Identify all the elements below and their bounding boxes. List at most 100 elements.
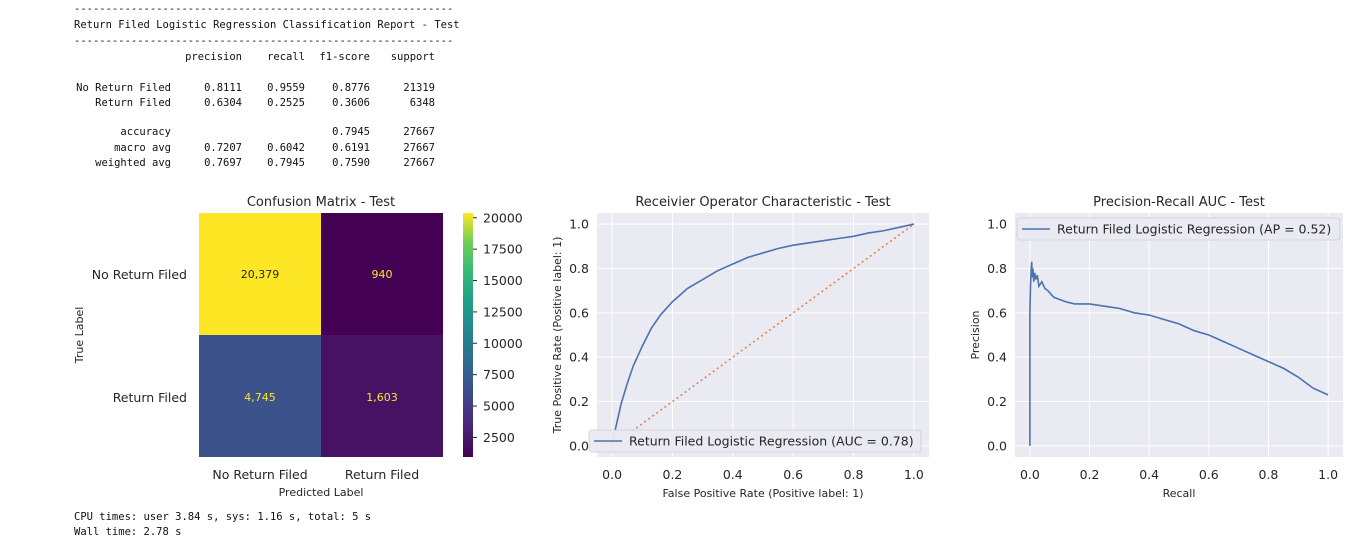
roc-xaxis-title: False Positive Rate (Positive label: 1) [662, 487, 863, 500]
cm-value-fp: 940 [372, 268, 393, 281]
y-tick-label: 0.0 [987, 438, 1007, 453]
report-cell: 27667 [403, 142, 435, 154]
roc-chart: Receivier Operator Characteristic - Test… [551, 195, 929, 500]
report-rule-bottom: ----------------------------------------… [74, 35, 454, 47]
report-cell: 0.2525 [267, 97, 305, 109]
cm-xlabel-col-2: Return Filed [345, 467, 419, 482]
report-header-f1: f1-score [319, 51, 370, 63]
cm-cell-fp [321, 213, 443, 335]
colorbar-tick-label: 10000 [483, 336, 523, 351]
x-tick-label: 0.6 [783, 467, 803, 482]
y-tick-label: 0.2 [987, 394, 1007, 409]
roc-ticks: 0.0 0.2 0.4 0.6 0.8 1.0 0.0 0.2 0.4 0.6 0.8 1.0 [569, 217, 924, 482]
cm-xlabel-col-1: No Return Filed [212, 467, 307, 482]
roc-yaxis-title: True Positive Rate (Positive label: 1) [551, 237, 564, 435]
pr-title: Precision-Recall AUC - Test [1093, 195, 1265, 210]
pr-legend-label: Return Filed Logistic Regression (AP = 0… [1057, 222, 1331, 237]
colorbar-tick-label: 15000 [483, 273, 523, 288]
report-cell: 0.9559 [267, 82, 305, 94]
colorbar-tick-label: 5000 [483, 399, 515, 414]
cm-cell-tp [321, 335, 443, 457]
report-cell: 21319 [403, 82, 435, 94]
pr-legend-box [1016, 217, 1341, 241]
cm-cell-tn [199, 213, 321, 335]
cm-value-tp: 1,603 [366, 391, 398, 404]
x-tick-label: 0.6 [1199, 467, 1219, 482]
y-tick-label: 0.6 [569, 305, 589, 320]
cm-ylabel-row-1: No Return Filed [92, 267, 187, 282]
report-cell: 0.7945 [267, 157, 305, 169]
pr-plot-area [1015, 213, 1343, 457]
colorbar-tick-label: 12500 [483, 304, 523, 319]
roc-legend-box [588, 429, 922, 453]
report-rule-top: ----------------------------------------… [74, 3, 454, 15]
report-row-label: Return Filed [95, 97, 171, 109]
colorbar-tick-label: 17500 [483, 242, 523, 257]
roc-title: Receivier Operator Characteristic - Test [635, 195, 890, 210]
x-tick-label: 0.0 [602, 467, 622, 482]
x-tick-label: 0.8 [1259, 467, 1279, 482]
cpu-times: CPU times: user 3.84 s, sys: 1.16 s, tot… [74, 511, 372, 523]
x-tick-label: 0.2 [663, 467, 683, 482]
y-tick-label: 0.8 [987, 261, 1007, 276]
report-cell: 0.7697 [204, 157, 242, 169]
x-tick-label: 1.0 [904, 467, 924, 482]
report-cell: 6348 [409, 97, 435, 109]
pr-yaxis-title: Precision [969, 310, 982, 359]
wall-time: Wall time: 2.78 s [74, 526, 182, 538]
cm-yaxis-title: True Label [73, 307, 86, 365]
y-tick-label: 1.0 [987, 217, 1007, 232]
cm-value-tn: 20,379 [241, 268, 280, 281]
report-row-label: accuracy [120, 126, 171, 138]
pr-ticks: 0.0 0.2 0.4 0.6 0.8 1.0 0.0 0.2 0.4 0.6 0.8 1.0 [987, 217, 1338, 482]
colorbar-tick-label: 20000 [483, 210, 523, 225]
report-cell: 0.8111 [204, 82, 242, 94]
report-header-recall: recall [267, 51, 305, 63]
pr-curve [1029, 261, 1329, 446]
report-header-support: support [390, 51, 435, 63]
y-tick-label: 1.0 [569, 217, 589, 232]
report-row-label: weighted avg [95, 157, 171, 169]
report-cell: 0.6304 [204, 97, 242, 109]
cm-ylabel-row-2: Return Filed [113, 390, 187, 405]
x-tick-label: 0.2 [1080, 467, 1100, 482]
report-cell: 0.7207 [204, 142, 242, 154]
colorbar-tick-label: 7500 [483, 367, 515, 382]
cm-cell-fn [199, 335, 321, 457]
confusion-matrix: Confusion Matrix - Test 20,379 940 4,745… [73, 195, 523, 499]
report-cell: 0.6191 [332, 142, 370, 154]
roc-curve [611, 223, 915, 447]
pr-xaxis-title: Recall [1163, 487, 1196, 500]
report-row-label: No Return Filed [76, 82, 171, 94]
report-header-precision: precision [185, 51, 242, 63]
report-cell: 0.8776 [332, 82, 370, 94]
colorbar-tick-label: 2500 [483, 430, 515, 445]
cm-colorbar-ticks: 20000 17500 15000 12500 10000 7500 5000 2500 [473, 210, 523, 445]
x-tick-label: 0.4 [1139, 467, 1159, 482]
x-tick-label: 0.0 [1020, 467, 1040, 482]
y-tick-label: 0.4 [987, 350, 1007, 365]
y-tick-label: 0.0 [569, 438, 589, 453]
report-cell: 0.3606 [332, 97, 370, 109]
report-cell: 0.6042 [267, 142, 305, 154]
report-row-label: macro avg [114, 142, 171, 154]
roc-legend-label: Return Filed Logistic Regression (AUC = … [629, 434, 914, 449]
x-tick-label: 1.0 [1318, 467, 1338, 482]
pr-chart: Precision-Recall AUC - Test 0.0 0.2 0.4 0.6… [969, 195, 1343, 500]
y-tick-label: 0.6 [987, 305, 1007, 320]
report-cell: 27667 [403, 157, 435, 169]
x-tick-label: 0.4 [723, 467, 743, 482]
report-cell: 27667 [403, 126, 435, 138]
y-tick-label: 0.2 [569, 394, 589, 409]
cm-value-fn: 4,745 [244, 391, 276, 404]
x-tick-label: 0.8 [844, 467, 864, 482]
report-cell: 0.7945 [332, 126, 370, 138]
cm-title: Confusion Matrix - Test [247, 195, 395, 210]
y-tick-label: 0.4 [569, 350, 589, 365]
report-cell: 0.7590 [332, 157, 370, 169]
y-tick-label: 0.8 [569, 261, 589, 276]
report-title: Return Filed Logistic Regression Classif… [74, 19, 460, 31]
cm-xaxis-title: Predicted Label [279, 486, 364, 499]
cm-colorbar [463, 213, 473, 457]
